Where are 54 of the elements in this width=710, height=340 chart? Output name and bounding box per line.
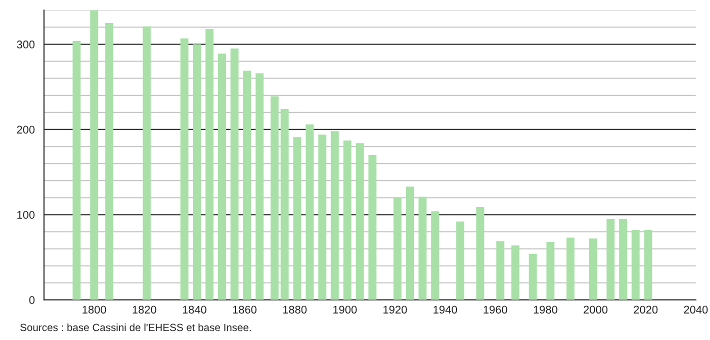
- x-tick-label: 2040: [684, 306, 708, 314]
- bar: [632, 230, 640, 300]
- bar: [142, 26, 151, 300]
- bar: [406, 186, 414, 300]
- bar: [330, 131, 339, 300]
- x-tick-label: 1980: [534, 306, 558, 314]
- x-tick-label: 1960: [484, 306, 508, 314]
- bar: [280, 109, 289, 300]
- y-tick-label: 300: [16, 40, 35, 48]
- bar: [293, 137, 302, 300]
- x-tick-label: 1860: [233, 306, 256, 314]
- x-tick-label: 1880: [283, 306, 307, 314]
- bar: [180, 38, 188, 300]
- bar: [476, 207, 484, 300]
- bar: [230, 48, 239, 300]
- bar: [456, 221, 464, 300]
- bar: [589, 238, 598, 300]
- bar: [343, 140, 352, 300]
- x-tick-label: 1940: [434, 306, 458, 314]
- bar: [218, 54, 226, 300]
- y-tick-label: 0: [29, 296, 35, 304]
- bar: [368, 155, 376, 300]
- bar: [418, 196, 427, 300]
- bar: [256, 73, 264, 300]
- x-tick-label: 1900: [333, 306, 357, 314]
- bar: [431, 211, 440, 300]
- bar: [243, 70, 252, 300]
- bar: [356, 143, 364, 300]
- bar: [270, 96, 279, 300]
- bar: [528, 254, 537, 300]
- x-tick-label: 2000: [584, 306, 608, 314]
- bar: [90, 10, 98, 300]
- bar: [105, 22, 114, 300]
- bar: [496, 241, 504, 300]
- bar: [393, 198, 402, 300]
- bar: [192, 44, 201, 300]
- x-tick-label: 1800: [82, 306, 106, 314]
- y-tick-label: 100: [17, 210, 35, 219]
- source-note: Sources : base Cassini de l'EHESS et base Insee.: [20, 323, 251, 332]
- bar: [566, 238, 574, 300]
- bar: [511, 245, 520, 300]
- y-tick-label: 200: [17, 126, 35, 134]
- bar: [606, 218, 615, 300]
- x-tick-label: 1920: [383, 306, 407, 314]
- bar: [644, 230, 652, 300]
- x-tick-label: 1820: [132, 306, 156, 314]
- bar: [306, 124, 314, 300]
- x-tick-label: 1840: [182, 306, 206, 314]
- bar: [72, 40, 81, 300]
- bar: [619, 218, 628, 300]
- x-tick-label: 2020: [634, 306, 658, 314]
- bar: [318, 134, 326, 300]
- bar: [546, 242, 554, 300]
- bar: [205, 28, 214, 300]
